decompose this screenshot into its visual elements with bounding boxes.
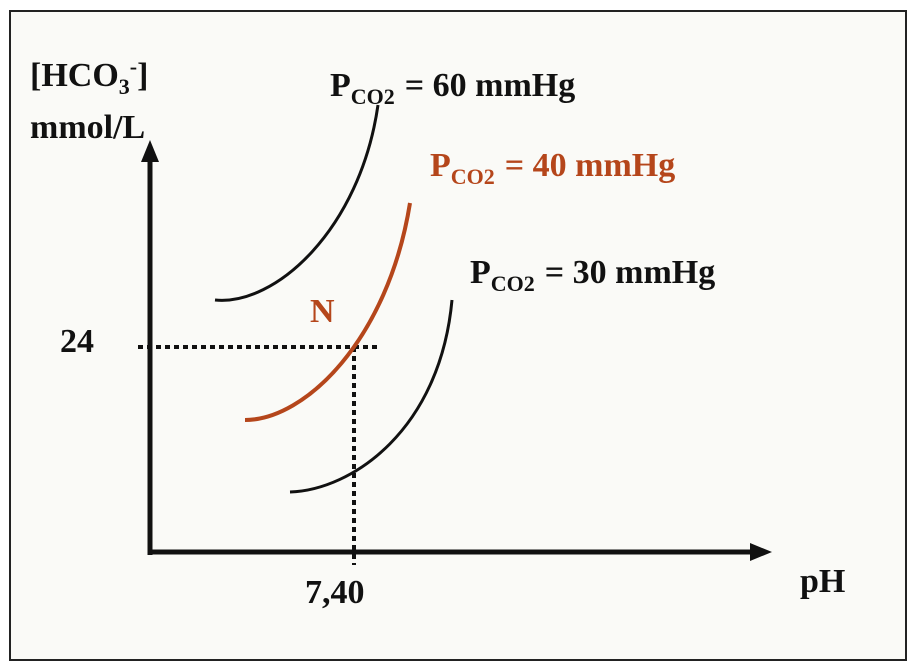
curve-label: PCO2 = 30 mmHg [470, 254, 715, 296]
subscript: CO2 [351, 84, 395, 109]
curve-30 [289, 299, 454, 494]
curve-text: = 60 mmHg [405, 67, 575, 104]
symbol: P [470, 254, 491, 291]
subscript: CO2 [451, 164, 495, 189]
curve-label: PCO2 = 40 mmHg [430, 147, 675, 189]
x-tick-label: 7,40 [305, 574, 365, 611]
y-tick-label: 24 [60, 323, 94, 360]
curve-40 [244, 202, 412, 422]
y-axis-label: [HCO3-] [30, 54, 148, 99]
label-part: ] [137, 57, 148, 94]
symbol: P [430, 147, 451, 184]
curve-text: = 30 mmHg [545, 254, 715, 291]
label-sup: - [130, 54, 137, 79]
subscript: CO2 [491, 271, 535, 296]
curve-60 [214, 104, 380, 302]
symbol: P [330, 67, 351, 104]
x-arrow [750, 543, 772, 561]
point-label: N [310, 293, 335, 330]
label-part: [HCO [30, 57, 119, 94]
label-sub: 3 [119, 74, 130, 99]
x-axis-label: pH [800, 563, 845, 600]
curve-label: PCO2 = 60 mmHg [330, 67, 575, 109]
curve-text: = 40 mmHg [505, 147, 675, 184]
y-axis-unit: mmol/L [30, 109, 145, 146]
y-arrow [141, 140, 159, 162]
